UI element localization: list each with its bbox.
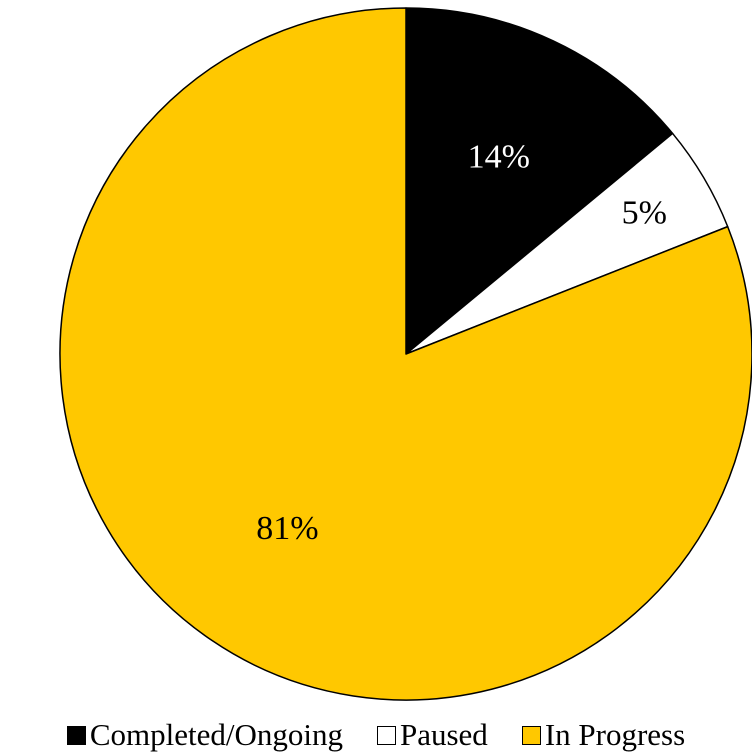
legend-item-completed-ongoing: Completed/Ongoing <box>66 717 343 753</box>
legend-label-paused: Paused <box>399 717 488 752</box>
data-label-paused: 5% <box>622 195 667 232</box>
legend: Completed/Ongoing Paused In Progress <box>0 714 752 756</box>
legend-label-completed-ongoing: Completed/Ongoing <box>89 717 343 752</box>
legend-item-in-progress: In Progress <box>521 717 686 753</box>
legend-swatch-completed-ongoing <box>66 725 86 745</box>
legend-swatch-paused <box>376 725 396 745</box>
pie-slice-in-progress <box>59 7 752 701</box>
legend-swatch-in-progress <box>521 725 541 745</box>
pie-slice-completed-ongoing <box>405 7 674 355</box>
legend-label-in-progress: In Progress <box>544 717 686 752</box>
data-label-completed-ongoing: 14% <box>468 138 530 175</box>
data-label-in-progress: 81% <box>256 510 318 547</box>
legend-item-paused: Paused <box>376 717 488 753</box>
